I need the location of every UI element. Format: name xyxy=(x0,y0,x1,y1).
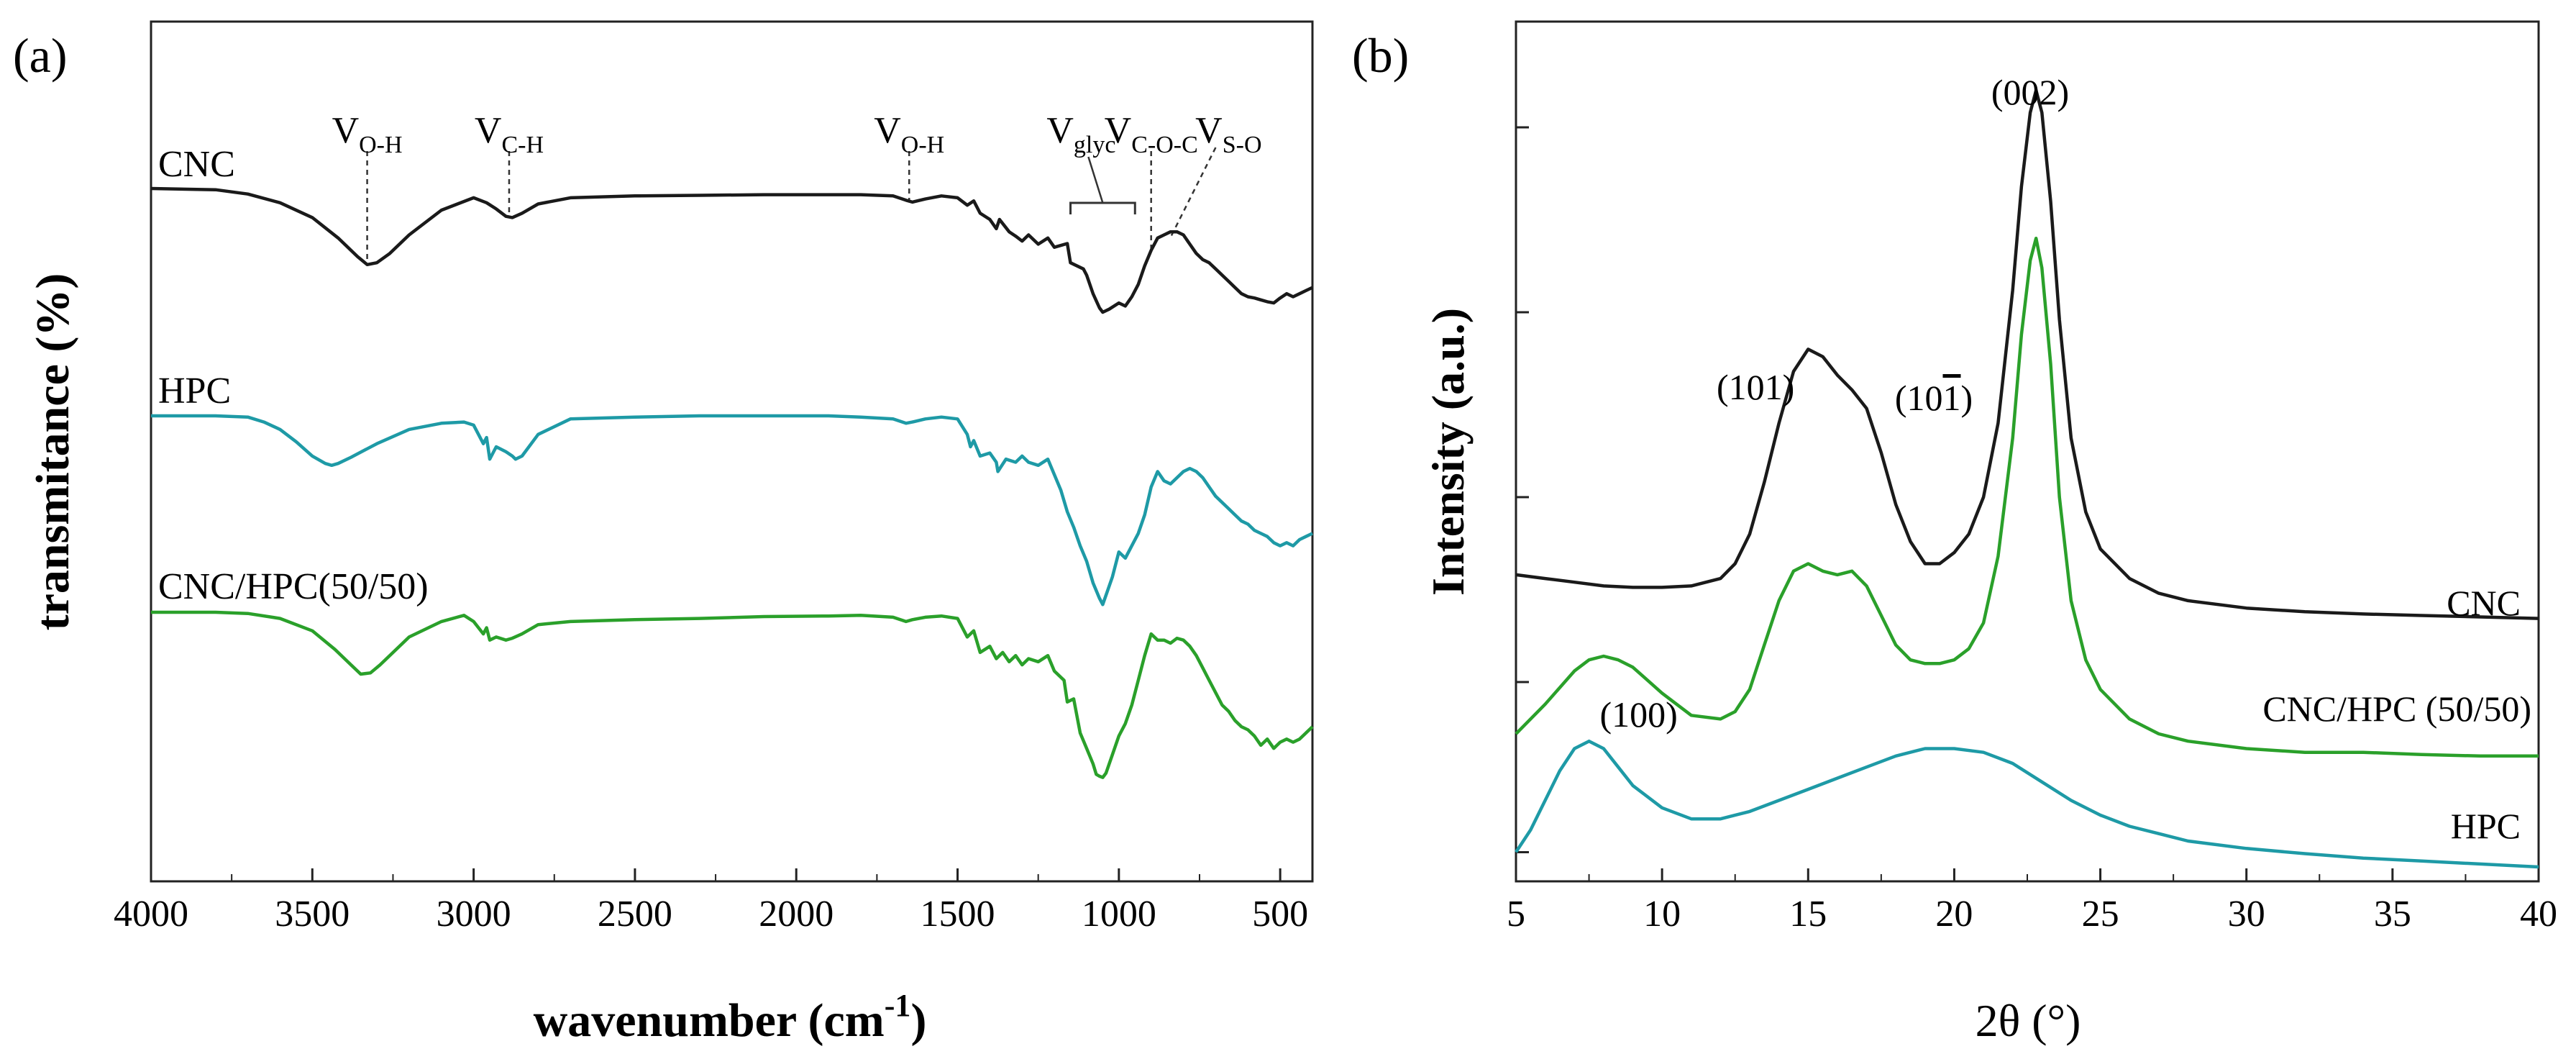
panel-b-axes: 5 10 15 20 25 30 35 40 xyxy=(1507,126,2557,935)
panel-a-band-label: VC-O-C xyxy=(1105,110,1198,158)
panel-a-x-tick-label: 2000 xyxy=(759,894,833,935)
panel-a-ftir-chart: (a) 4000 3500 3000 2500 2000 1500 1000 500 VO-H… xyxy=(13,20,1314,1047)
panel-b-peak-annotations: (002) (101) (101) (100) xyxy=(1599,72,2069,735)
panel-a-band-label: VO-H xyxy=(874,110,944,158)
panel-a-x-axis: 4000 3500 3000 2500 2000 1500 1000 500 xyxy=(114,868,1308,935)
panel-a-label: (a) xyxy=(13,28,67,83)
panel-a-annotation-leader xyxy=(1087,156,1104,204)
panel-a-series-label: CNC/HPC(50/50) xyxy=(158,566,429,607)
panel-a-x-tick-label: 1000 xyxy=(1082,894,1156,935)
panel-b-series-line xyxy=(1515,88,2539,620)
panel-a-band-label: Vglyc xyxy=(1046,110,1115,158)
panel-b-series-label: CNC/HPC (50/50) xyxy=(2262,689,2531,729)
panel-a-bracket xyxy=(1069,201,1136,214)
panel-a-annotation-leader xyxy=(1169,147,1217,238)
panel-b-peak-label: (100) xyxy=(1599,694,1677,735)
panel-a-band-label: VC-H xyxy=(475,110,544,158)
panel-b-peak-label: (101) xyxy=(1717,367,1794,407)
panel-b-series-labels: CNC CNC/HPC (50/50) HPC xyxy=(2262,583,2531,846)
panel-a-band-label: VS-O xyxy=(1195,110,1261,158)
panel-b-series-group xyxy=(1515,88,2539,869)
panel-b-x-tick-label: 35 xyxy=(2374,894,2411,935)
panel-a-y-axis-label: transmitance (%) xyxy=(27,273,79,631)
panel-b-x-tick-label: 40 xyxy=(2520,894,2557,935)
panel-b-x-tick-label: 10 xyxy=(1643,894,1681,935)
panel-a-x-tick-label: 500 xyxy=(1252,894,1308,935)
panel-a-band-label: VO-H xyxy=(332,110,403,158)
panel-a-series-labels: CNC HPC CNC/HPC(50/50) xyxy=(158,144,429,607)
panel-a-plot-frame xyxy=(150,20,1314,883)
panel-a-x-label-main: wavenumber (cm xyxy=(534,994,885,1047)
panel-b-x-axis-label: 2θ (°) xyxy=(1976,995,2081,1046)
panel-a-x-label-close: ) xyxy=(910,994,926,1047)
panel-b-xrd-chart: (b) 5 10 15 20 25 30 35 40 CNC CNC/HPC (50/50) HP… xyxy=(1352,20,2557,1046)
panel-b-y-axis-label: Intensity (a.u.) xyxy=(1422,308,1474,596)
panel-a-x-label-sup: -1 xyxy=(885,988,911,1023)
panel-b-x-tick-label: 30 xyxy=(2228,894,2265,935)
panel-a-series-label: CNC xyxy=(158,144,235,185)
panel-a-series-line xyxy=(150,186,1313,314)
panel-a-x-axis-label: wavenumber (cm-1) xyxy=(534,988,927,1047)
panel-a-series-label: HPC xyxy=(158,371,231,412)
panel-a-series-line xyxy=(151,414,1313,606)
panel-b-x-tick-label: 15 xyxy=(1789,894,1827,935)
panel-a-x-tick-label: 1500 xyxy=(921,894,995,935)
panel-b-x-tick-label: 25 xyxy=(2082,894,2119,935)
panel-b-x-tick-label: 20 xyxy=(1935,894,1973,935)
panel-a-series-line xyxy=(151,610,1314,779)
panel-a-x-tick-label: 2500 xyxy=(598,894,672,935)
panel-b-x-tick-label: 5 xyxy=(1507,894,1525,935)
panel-a-x-tick-label: 3500 xyxy=(275,894,350,935)
panel-b-series-label: HPC xyxy=(2451,806,2521,846)
panel-b-peak-label: (101) xyxy=(1895,378,1973,418)
panel-a-x-tick-label: 3000 xyxy=(437,894,511,935)
panel-a-x-tick-label: 4000 xyxy=(114,894,188,935)
panel-b-series-line xyxy=(1515,236,2539,758)
panel-b-series-line xyxy=(1515,739,2539,869)
panel-b-label: (b) xyxy=(1352,28,1409,83)
panel-a-series-group xyxy=(150,186,1314,779)
panel-b-peak-label: (002) xyxy=(1991,72,2069,112)
panel-b-series-label: CNC xyxy=(2447,583,2521,623)
